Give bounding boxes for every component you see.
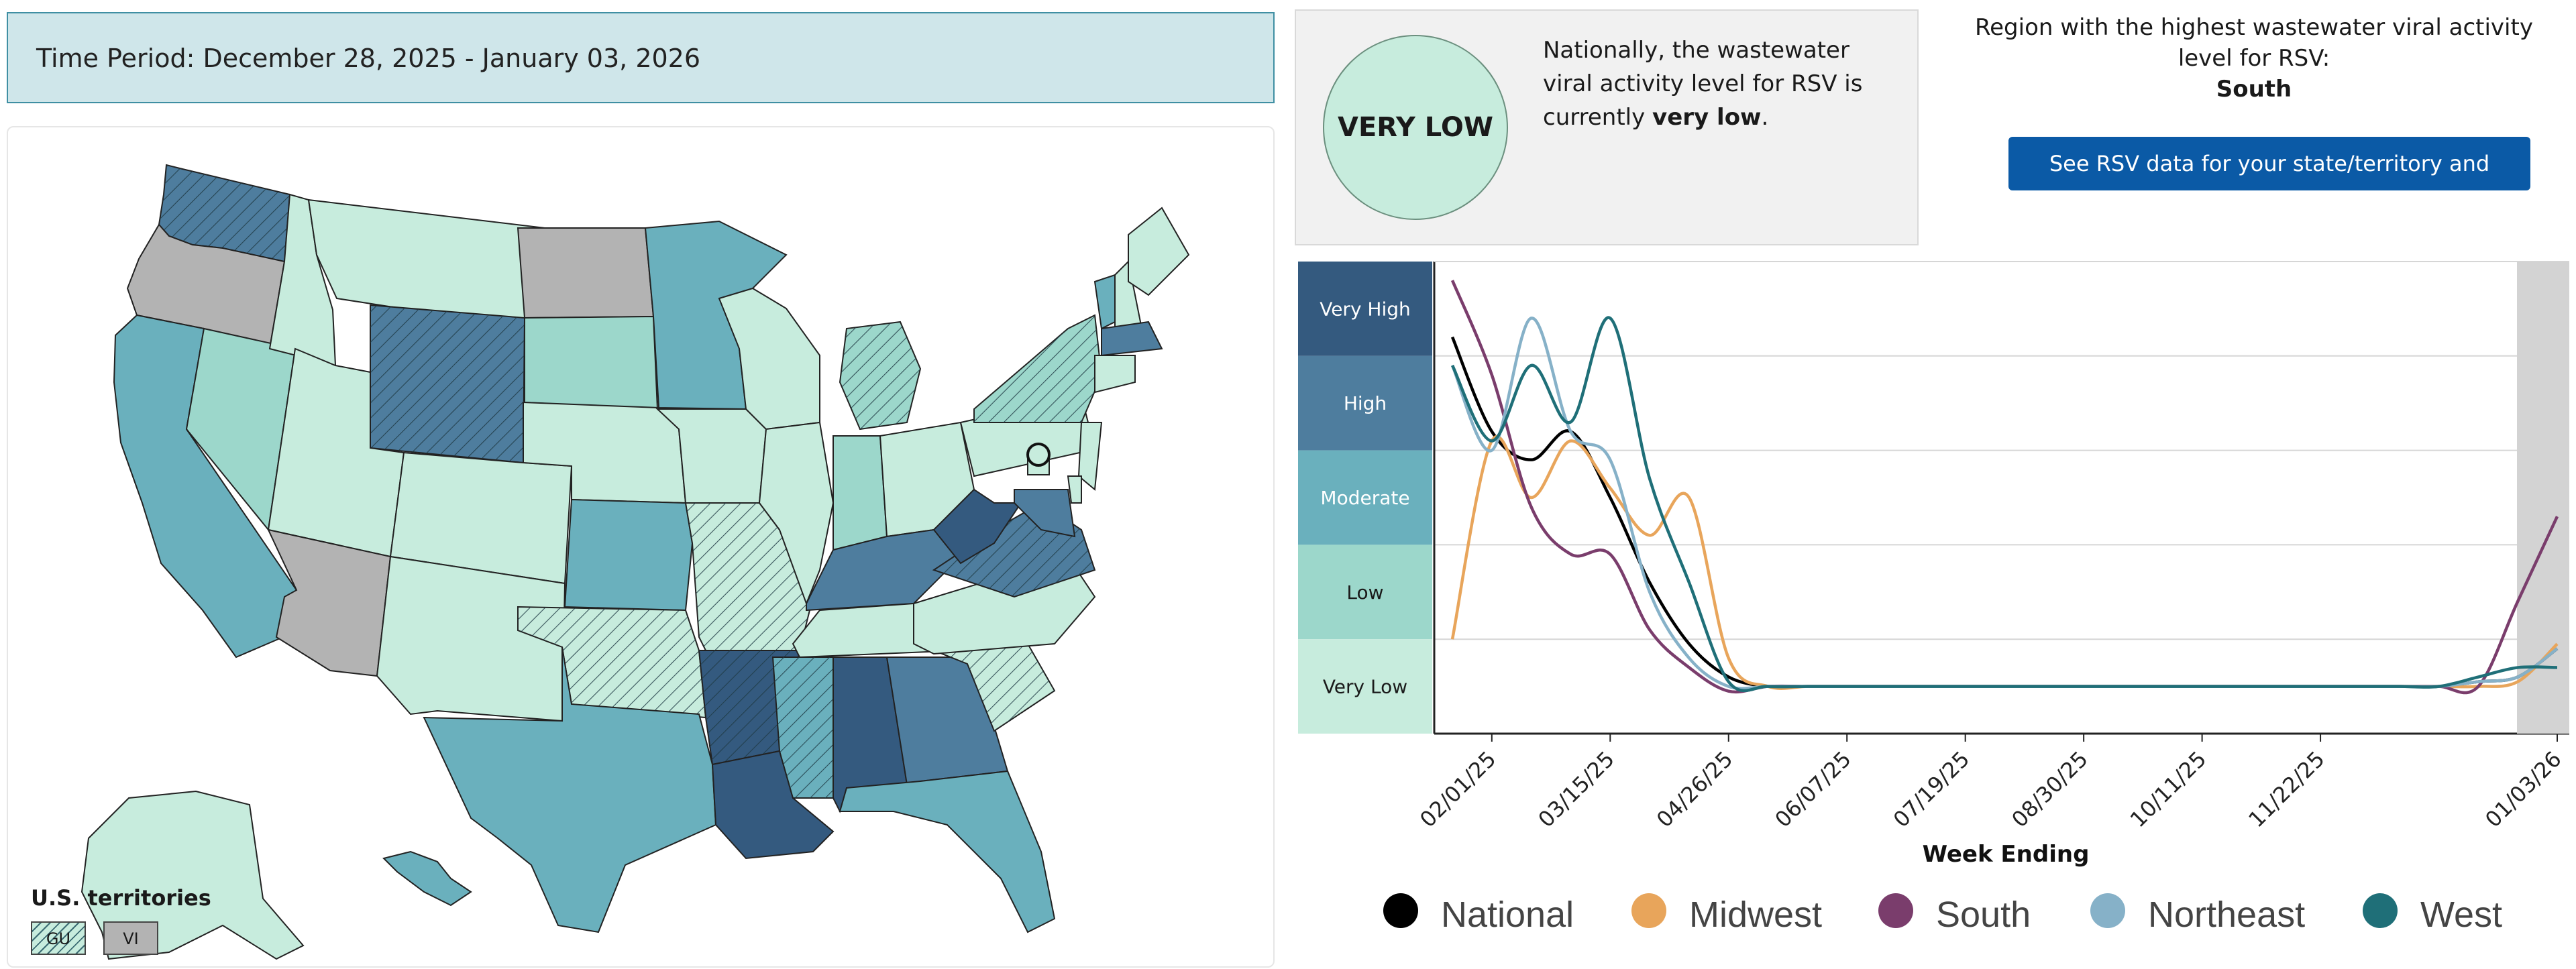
- state-md[interactable]: [1014, 489, 1076, 538]
- state-ma[interactable]: [1101, 321, 1163, 357]
- x-tick-label: 08/30/25: [2006, 746, 2092, 832]
- state-hi[interactable]: [382, 850, 472, 907]
- legend-label-south: South: [1936, 895, 2031, 935]
- state-ny-hatch: [974, 315, 1102, 422]
- level-label-high: High: [1344, 392, 1387, 414]
- highest-region-info: Region with the highest wastewater viral…: [1945, 12, 2563, 105]
- state-sd[interactable]: [524, 315, 659, 410]
- level-band-very_low: [1298, 639, 1432, 734]
- time-period-banner: Time Period: December 28, 2025 - January…: [7, 12, 1275, 103]
- state-tx[interactable]: [423, 646, 717, 933]
- state-wa-hatch: [159, 165, 290, 262]
- state-me[interactable]: [1128, 207, 1190, 296]
- state-id[interactable]: [268, 193, 337, 367]
- x-tick-label: 11/22/25: [2243, 746, 2329, 832]
- legend-marker-national: [1383, 893, 1418, 928]
- state-wy-hatch: [370, 305, 525, 463]
- territory-gu[interactable]: GU: [31, 921, 86, 955]
- state-nd[interactable]: [517, 227, 655, 319]
- legend-marker-northeast: [2090, 893, 2125, 928]
- state-vt[interactable]: [1093, 274, 1116, 330]
- x-tick-label: 06/07/25: [1770, 746, 1856, 832]
- state-in[interactable]: [833, 435, 888, 551]
- series-line-national: [1450, 336, 2559, 689]
- state-ks[interactable]: [564, 498, 694, 612]
- state-mi-hatch: [840, 322, 920, 429]
- national-text-suffix: .: [1761, 104, 1769, 131]
- legend-label-national: National: [1441, 895, 1574, 935]
- legend-marker-west: [2363, 893, 2398, 928]
- series-line-south: [1450, 280, 2559, 695]
- series-line-northeast: [1450, 317, 2559, 690]
- state-nm[interactable]: [376, 555, 566, 722]
- national-text-prefix: Nationally, the wastewater viral activit…: [1543, 37, 1863, 131]
- state-co[interactable]: [389, 451, 573, 585]
- us-map[interactable]: [8, 127, 1276, 969]
- dc-marker[interactable]: [1026, 443, 1051, 467]
- national-text-level: very low: [1652, 104, 1762, 131]
- map-panel: U.S. territories GU VI: [7, 126, 1275, 968]
- series-line-west: [1450, 316, 2558, 692]
- level-label-low: Low: [1346, 581, 1383, 604]
- state-nj[interactable]: [1077, 422, 1103, 491]
- x-tick-label: 01/03/26: [2480, 746, 2566, 832]
- level-label-very_high: Very High: [1320, 298, 1411, 320]
- national-level-badge: VERY LOW: [1323, 35, 1508, 220]
- state-ms-hatch: [773, 657, 833, 798]
- current-week-shade: [2517, 262, 2569, 734]
- territory-vi[interactable]: VI: [103, 921, 158, 955]
- legend-label-west: West: [2420, 895, 2502, 935]
- level-label-very_low: Very Low: [1323, 676, 1407, 698]
- national-summary: VERY LOW Nationally, the wastewater vira…: [1295, 9, 1919, 245]
- x-tick-label: 04/26/25: [1652, 746, 1737, 832]
- level-band-moderate: [1298, 450, 1432, 545]
- see-state-data-button[interactable]: See RSV data for your state/territory an…: [2008, 137, 2530, 230]
- legend-marker-south: [1878, 893, 1913, 928]
- level-band-low: [1298, 545, 1432, 640]
- x-tick-label: 10/11/25: [2125, 746, 2211, 832]
- state-de[interactable]: [1067, 475, 1082, 504]
- x-tick-label: 02/01/25: [1415, 746, 1501, 832]
- territories-title: U.S. territories: [31, 885, 211, 911]
- state-ok-hatch: [518, 607, 706, 718]
- state-ak[interactable]: [80, 790, 305, 960]
- x-tick-label: 03/15/25: [1533, 746, 1619, 832]
- legend-label-northeast: Northeast: [2148, 895, 2305, 935]
- series-line-midwest: [1450, 435, 2559, 690]
- national-summary-text: Nationally, the wastewater viral activit…: [1543, 34, 1898, 134]
- state-ct[interactable]: [1094, 355, 1136, 394]
- highest-region-label: Region with the highest wastewater viral…: [1975, 14, 2533, 72]
- level-label-moderate: Moderate: [1320, 487, 1409, 509]
- level-band-very_high: [1298, 262, 1432, 356]
- state-fl[interactable]: [839, 770, 1056, 933]
- state-mo-hatch: [686, 503, 813, 650]
- x-axis-label: Week Ending: [1923, 841, 2090, 868]
- highest-region-name: South: [2216, 76, 2292, 103]
- x-tick-label: 07/19/25: [1888, 746, 1974, 832]
- legend-marker-midwest: [1631, 893, 1666, 928]
- legend-label-midwest: Midwest: [1689, 895, 1822, 935]
- level-band-high: [1298, 355, 1432, 451]
- state-il[interactable]: [758, 421, 835, 606]
- state-sc-hatch: [934, 644, 1055, 731]
